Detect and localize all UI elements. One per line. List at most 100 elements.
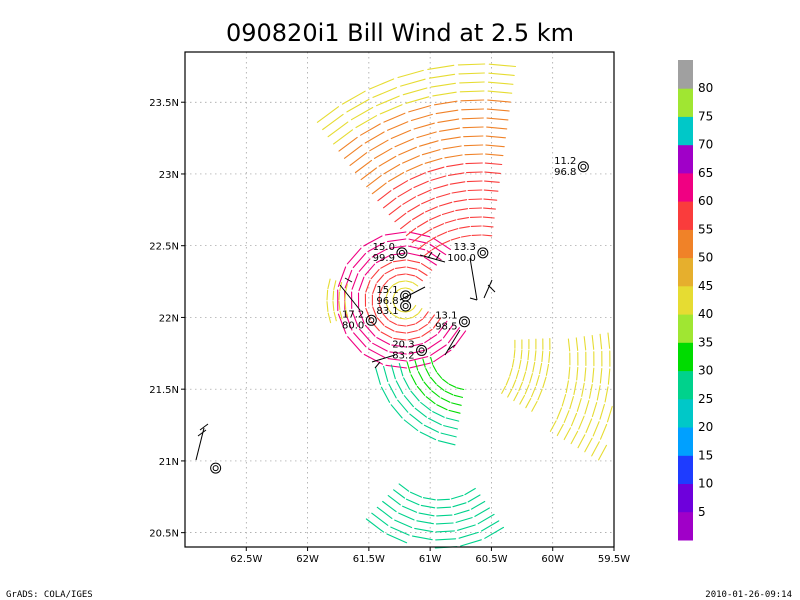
wind-vector [437,440,456,446]
wind-vector [392,293,396,299]
wind-vector [464,487,476,496]
colorbar-swatch [678,342,693,372]
wind-vector [531,400,538,412]
wind-vector [416,385,426,396]
lon-tick-label: 60.5W [475,554,507,565]
colorbar-swatch [678,257,693,287]
colorbar-label: 60 [698,194,713,208]
wind-vector [467,189,483,192]
wind-barb [199,423,209,431]
wind-vector [596,385,601,401]
wind-vector [386,533,408,544]
wind-vector [460,234,471,238]
wind-vector [405,317,413,320]
wind-vector [338,136,358,152]
station-ring [400,290,412,302]
wind-vector [575,337,579,351]
station-label-top: 13.1 [435,311,457,322]
wind-vector [388,205,402,216]
wind-vector [511,379,517,389]
wind-vector [398,280,406,283]
wind-barb [483,279,493,299]
wind-vector [343,144,363,159]
wind-vector [446,163,464,168]
wind-vector [398,512,415,521]
wind-vector [408,105,432,113]
wind-vector [333,129,354,145]
wind-vector [482,225,494,228]
wind-vector [327,121,349,138]
lat-tick-label: 21.5N [149,385,179,396]
wind-vector [384,231,407,236]
wind-vector [364,324,376,337]
wind-vector [482,216,495,219]
wind-vector [556,423,564,437]
station-markers: 11.296.815.099.913.3100.015.196.883.117.… [210,156,589,474]
wind-vector [413,180,429,189]
wind-vector [576,398,582,412]
wind-vector [420,263,433,271]
wind-vector [427,64,455,70]
wind-vector [573,381,577,396]
wind-vector [411,535,433,541]
footer-timestamp: 2010-01-26-09:14 [705,590,792,600]
wind-vector [459,226,470,229]
wind-vector [488,63,517,68]
colorbar-label: 65 [698,166,713,180]
wind-vector [534,350,537,362]
wind-vector [430,175,447,181]
wind-vector [405,163,423,172]
colorbar-label: 40 [698,307,713,321]
wind-barb [339,284,361,311]
wind-vector [431,244,441,251]
wind-vector [447,327,460,344]
wind-vector [440,397,451,403]
wind-vector [417,371,424,382]
wind-vector [400,220,412,230]
wind-vector [542,376,547,389]
station-ring [577,161,589,173]
wind-vector [403,419,419,432]
wind-vector [379,304,383,314]
wind-vector [387,358,407,362]
wind-vector [425,206,438,213]
wind-vector [388,320,397,326]
wind-vector [394,305,398,310]
wind-vector [436,372,443,379]
wind-vector [423,381,431,391]
wind-vector [568,366,571,380]
wind-vector [351,273,359,290]
wind-vector [462,126,484,129]
wind-vector [424,157,443,164]
wind-vector [604,386,609,403]
wind-vector [599,423,608,440]
wind-vector [563,427,572,441]
station-ring [477,247,489,259]
wind-vector [397,309,402,312]
wind-vector [358,258,371,272]
station-label-top: 11.2 [554,156,576,167]
map-frame [184,51,615,548]
wind-vector [358,309,365,324]
wind-vector [390,129,412,140]
station-label-bottom: 96.8 [376,296,398,307]
colorbar-label: 5 [698,505,706,519]
wind-vector [520,349,523,360]
station-core [461,318,468,325]
wind-vector [355,115,378,129]
wind-vector [450,494,464,500]
wind-vector [452,502,467,508]
wind-vector [598,444,608,461]
wind-vector [584,437,593,453]
wind-vector [387,121,409,131]
wind-vector [436,404,448,411]
lat-tick-label: 22.5N [149,242,179,253]
wind-vector [384,325,395,332]
wind-vector [327,312,332,324]
wind-vector [457,217,470,220]
wind-vector [524,384,530,395]
wind-barb [371,354,396,363]
station-label-top: 20.3 [392,339,414,350]
wind-vector [591,367,595,383]
